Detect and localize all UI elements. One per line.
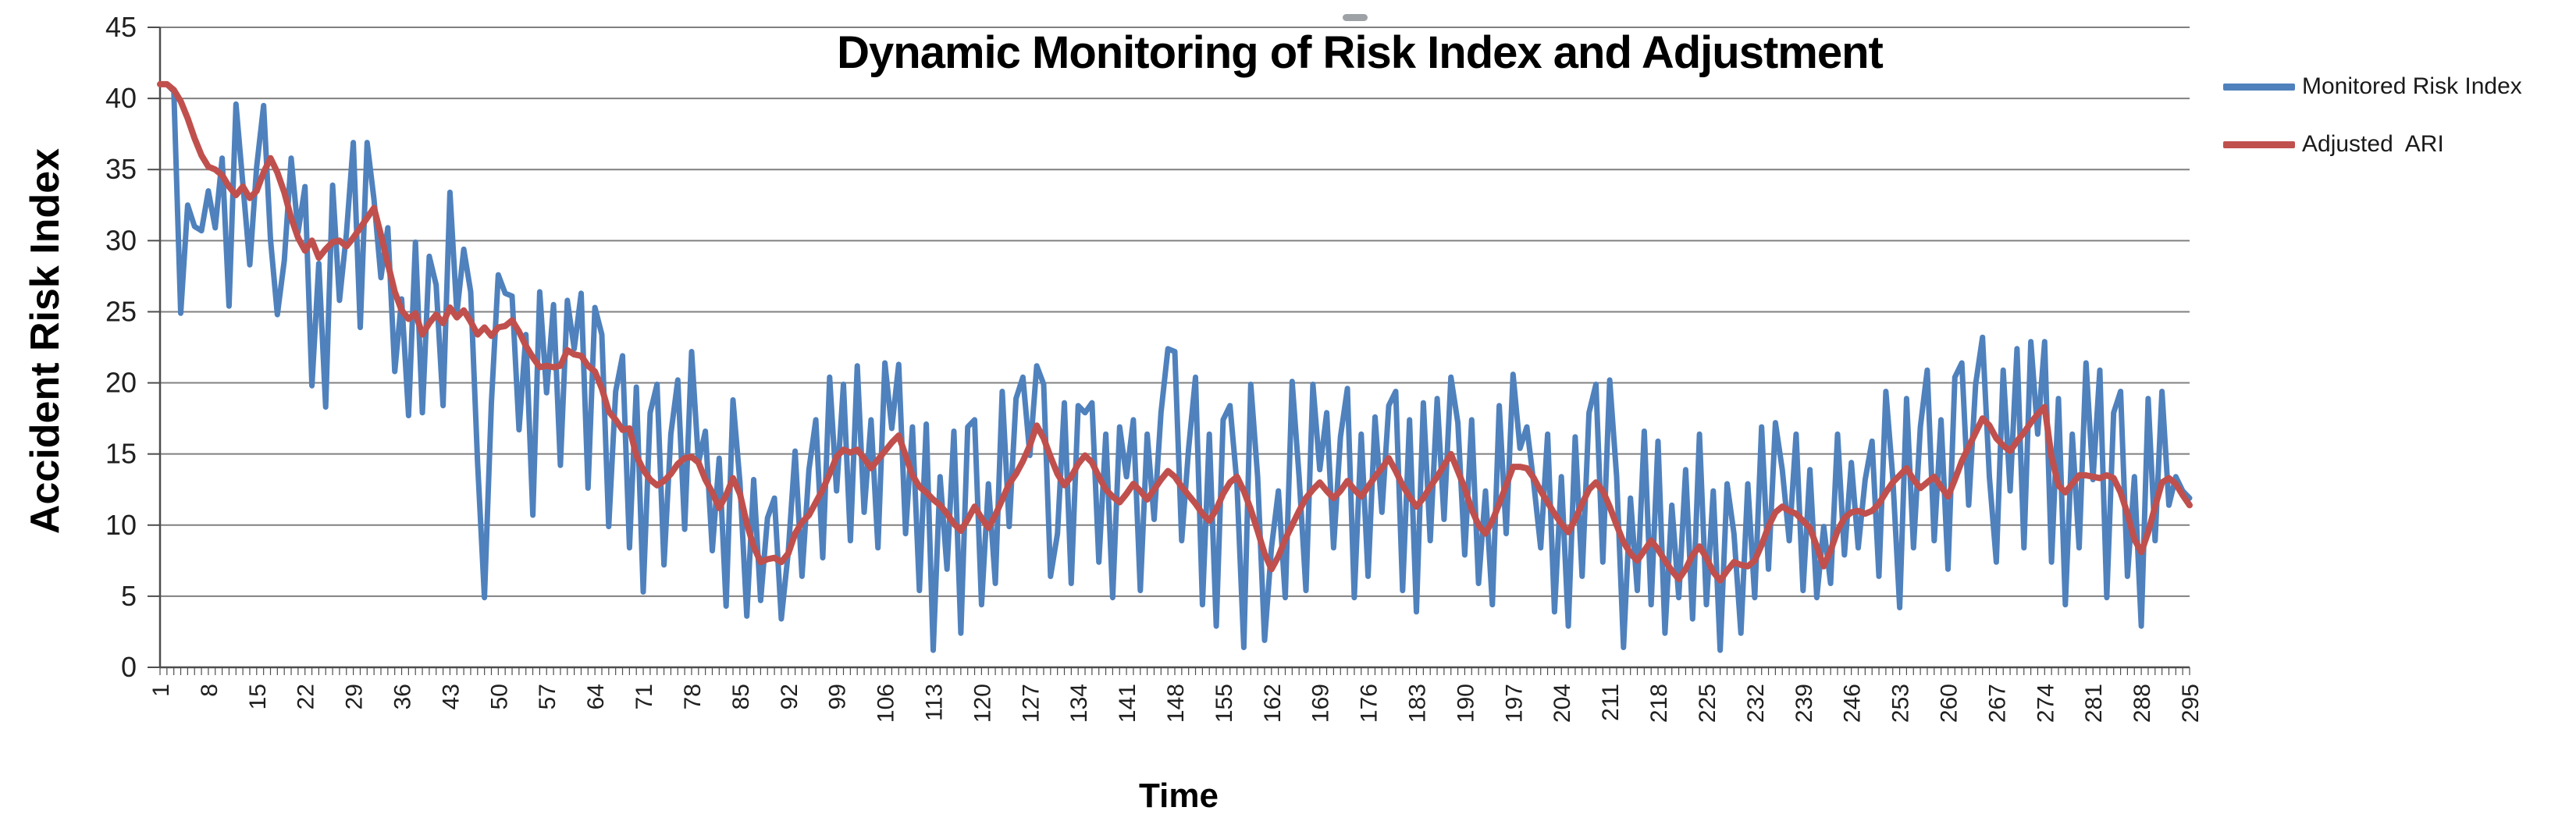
x-tick-label: 176 <box>1357 684 1382 723</box>
x-tick-label: 127 <box>1018 684 1044 723</box>
y-tick-label: 45 <box>105 11 137 43</box>
x-tick-label: 155 <box>1212 684 1237 723</box>
legend-label-adjusted: Adjusted ARI <box>2302 131 2444 157</box>
x-tick-label: 225 <box>1695 684 1720 723</box>
y-tick-label: 35 <box>105 153 137 185</box>
chart-title: Dynamic Monitoring of Risk Index and Adj… <box>837 27 1884 78</box>
y-axis-title: Accident Risk Index <box>23 148 68 535</box>
x-axis-title: Time <box>1139 777 1219 815</box>
y-tick-label: 40 <box>105 82 137 114</box>
adjusted-series-swatch <box>2223 140 2295 148</box>
y-tick-label: 30 <box>105 224 137 256</box>
x-tick-label: 36 <box>390 684 416 709</box>
x-tick-label: 22 <box>294 684 319 709</box>
x-tick-label: 78 <box>680 684 706 709</box>
y-tick-label: 0 <box>121 651 137 683</box>
y-tick-label: 10 <box>105 509 137 541</box>
x-tick-label: 197 <box>1501 684 1527 723</box>
x-tick-label: 15 <box>245 684 271 709</box>
x-tick-label: 64 <box>583 684 609 709</box>
x-tick-label: 253 <box>1888 684 1914 723</box>
x-tick-label: 232 <box>1743 684 1769 723</box>
monitored-series-swatch <box>2223 83 2295 91</box>
series-lines <box>157 80 2193 653</box>
legend-entry-monitored[interactable]: Monitored Risk Index <box>2223 73 2522 100</box>
legend: Monitored Risk Index Adjusted ARI <box>2223 73 2522 158</box>
x-tick-label: 50 <box>486 684 512 709</box>
resize-handle-dash <box>1343 14 1368 21</box>
y-tick-label: 20 <box>105 367 137 399</box>
x-tick-label: 8 <box>197 684 222 697</box>
x-tick-label: 99 <box>825 684 851 709</box>
x-tick-label: 148 <box>1163 684 1189 723</box>
axis-ticks <box>148 27 2190 675</box>
y-tick-label: 25 <box>105 295 137 327</box>
x-tick-label: 267 <box>1984 684 2010 723</box>
x-tick-label: 1 <box>148 684 174 697</box>
x-tick-label: 281 <box>2081 684 2107 723</box>
x-tick-label: 204 <box>1550 684 1575 723</box>
x-tick-label: 43 <box>438 684 464 709</box>
legend-label-monitored: Monitored Risk Index <box>2302 73 2522 99</box>
y-tick-label: 15 <box>105 438 137 470</box>
x-tick-label: 295 <box>2178 684 2204 723</box>
x-tick-label: 71 <box>632 684 657 709</box>
x-tick-label: 169 <box>1308 684 1334 723</box>
x-tick-label: 218 <box>1646 684 1672 723</box>
x-tick-label: 183 <box>1405 684 1431 723</box>
x-tick-label: 92 <box>777 684 802 709</box>
x-tick-label: 288 <box>2129 684 2155 723</box>
series-line-adjusted[interactable] <box>157 80 2193 584</box>
axis-lines <box>158 27 2190 669</box>
y-tick-label: 5 <box>121 580 137 612</box>
x-tick-label: 113 <box>921 684 947 721</box>
x-tick-label: 29 <box>342 684 368 709</box>
x-tick-label: 260 <box>1936 684 1962 723</box>
x-tick-label: 106 <box>873 684 899 723</box>
x-tick-label: 211 <box>1598 684 1624 721</box>
x-tick-label: 190 <box>1453 684 1478 723</box>
x-tick-labels: 1 8 15 22 29 36 43 50 57 64 71 78 85 92 99 106 113 120 127… <box>148 684 2204 723</box>
x-tick-label: 274 <box>2033 684 2058 723</box>
y-tick-labels: 0 5 10 15 20 25 30 35 40 45 <box>105 11 137 683</box>
x-tick-label: 57 <box>535 684 560 709</box>
x-tick-label: 141 <box>1115 684 1140 723</box>
legend-entry-adjusted[interactable]: Adjusted ARI <box>2223 131 2522 158</box>
x-tick-label: 162 <box>1260 684 1286 723</box>
x-tick-label: 134 <box>1066 684 1092 723</box>
x-tick-label: 239 <box>1791 684 1817 723</box>
series-line-monitored[interactable] <box>157 81 2193 653</box>
x-tick-label: 85 <box>728 684 754 709</box>
x-tick-label: 246 <box>1840 684 1866 723</box>
x-tick-label: 120 <box>970 684 995 723</box>
